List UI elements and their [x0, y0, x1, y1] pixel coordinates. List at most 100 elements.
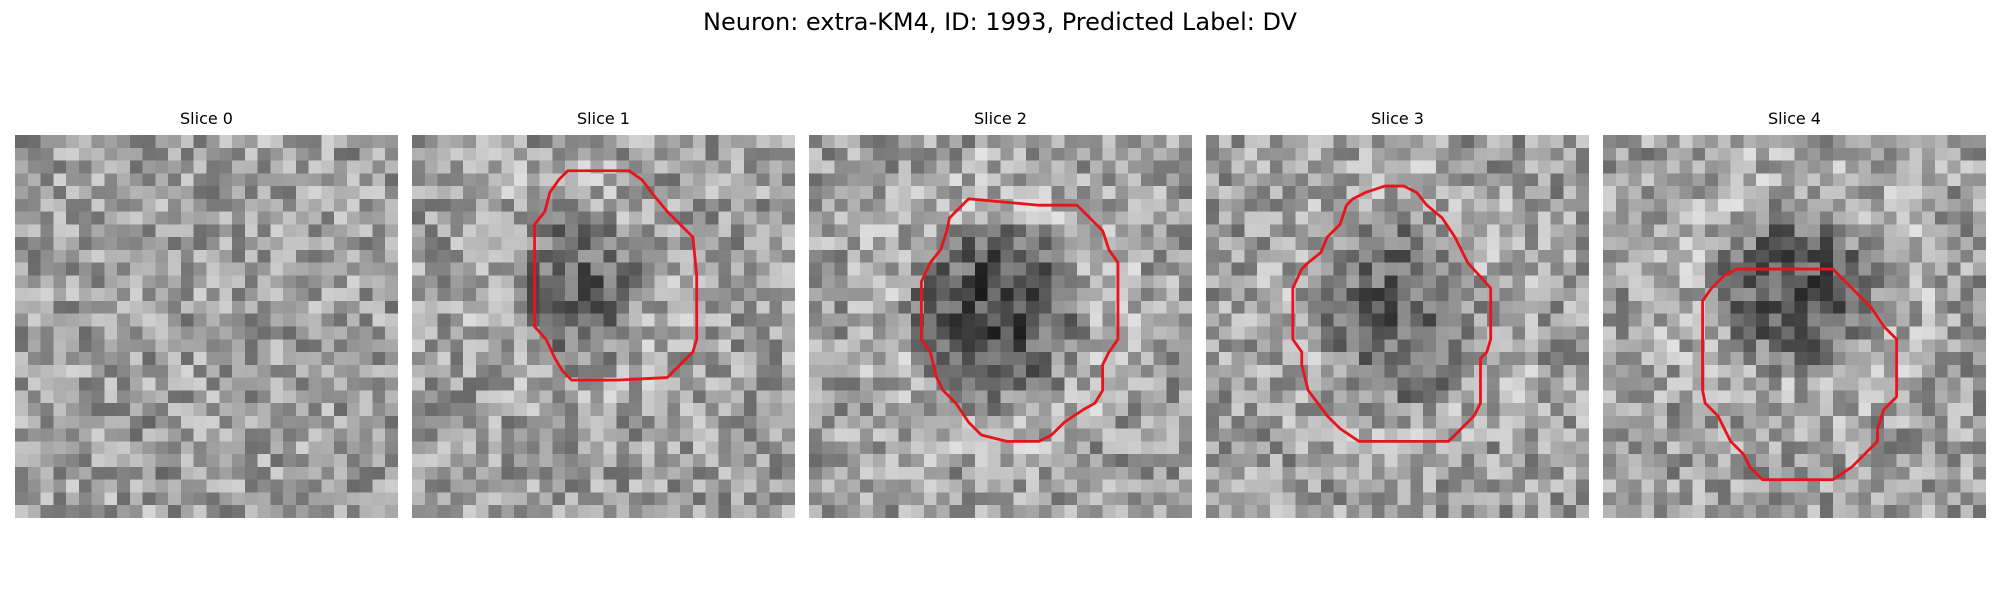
pixel	[1141, 352, 1154, 365]
pixel	[1141, 173, 1154, 186]
pixel	[1616, 263, 1629, 276]
pixel	[15, 429, 28, 442]
pixel	[898, 186, 911, 199]
pixel	[731, 314, 744, 327]
pixel	[1090, 250, 1103, 263]
pixel	[693, 429, 706, 442]
pixel	[1052, 237, 1065, 250]
pixel	[425, 467, 438, 480]
pixel	[718, 301, 731, 314]
pixel	[1603, 224, 1616, 237]
pixel	[321, 148, 334, 161]
pixel	[321, 429, 334, 442]
pixel	[1487, 403, 1500, 416]
pixel	[283, 161, 296, 174]
pixel	[309, 327, 322, 340]
pixel	[372, 314, 385, 327]
pixel	[28, 505, 41, 518]
pixel	[168, 480, 181, 493]
pixel	[258, 161, 271, 174]
pixel	[1833, 224, 1846, 237]
pixel	[1001, 186, 1014, 199]
pixel	[731, 390, 744, 403]
pixel	[194, 161, 207, 174]
pixel	[1103, 301, 1116, 314]
pixel	[1270, 237, 1283, 250]
pixel	[41, 365, 54, 378]
pixel	[1257, 378, 1270, 391]
pixel	[1128, 301, 1141, 314]
pixel	[1705, 250, 1718, 263]
pixel	[693, 365, 706, 378]
pixel	[886, 441, 899, 454]
pixel	[782, 161, 795, 174]
pixel	[438, 314, 451, 327]
pixel	[1090, 365, 1103, 378]
pixel	[1385, 301, 1398, 314]
pixel	[667, 250, 680, 263]
pixel	[360, 288, 373, 301]
pixel	[975, 288, 988, 301]
pixel	[1525, 454, 1538, 467]
pixel	[1973, 250, 1986, 263]
pixel	[168, 416, 181, 429]
pixel	[1705, 224, 1718, 237]
pixel	[1973, 161, 1986, 174]
pixel	[1563, 403, 1576, 416]
pixel	[1321, 161, 1334, 174]
pixel	[1410, 327, 1423, 340]
pixel	[1563, 161, 1576, 174]
pixel	[1039, 250, 1052, 263]
pixel	[219, 186, 232, 199]
pixel	[130, 390, 143, 403]
pixel	[527, 339, 540, 352]
pixel	[1769, 224, 1782, 237]
pixel	[53, 199, 66, 212]
pixel	[591, 492, 604, 505]
pixel	[591, 275, 604, 288]
pixel	[1756, 212, 1769, 225]
pixel	[1308, 429, 1321, 442]
pixel	[873, 378, 886, 391]
pixel	[1206, 135, 1219, 148]
pixel	[1128, 441, 1141, 454]
pixel	[489, 301, 502, 314]
pixel	[655, 212, 668, 225]
pixel	[1756, 301, 1769, 314]
pixel	[501, 454, 514, 467]
pixel	[1820, 441, 1833, 454]
pixel	[1960, 339, 1973, 352]
pixel	[1743, 429, 1756, 442]
pixel	[1359, 301, 1372, 314]
pixel	[937, 480, 950, 493]
pixel	[1166, 480, 1179, 493]
pixel	[757, 441, 770, 454]
pixel	[1039, 480, 1052, 493]
pixel	[1461, 467, 1474, 480]
pixel	[1436, 390, 1449, 403]
pixel	[1334, 454, 1347, 467]
pixel	[1257, 454, 1270, 467]
pixel	[1795, 365, 1808, 378]
pixel	[1551, 314, 1564, 327]
pixel	[1858, 212, 1871, 225]
pixel	[1423, 314, 1436, 327]
pixel	[1141, 161, 1154, 174]
pixel	[1846, 365, 1859, 378]
pixel	[706, 378, 719, 391]
pixel	[476, 454, 489, 467]
pixel	[809, 250, 822, 263]
pixel	[911, 161, 924, 174]
pixel	[1372, 288, 1385, 301]
pixel	[835, 199, 848, 212]
pixel	[245, 301, 258, 314]
pixel	[53, 454, 66, 467]
pixel	[1346, 314, 1359, 327]
pixel	[924, 301, 937, 314]
pixel	[1576, 480, 1589, 493]
pixel	[1500, 492, 1513, 505]
pixel	[552, 148, 565, 161]
pixel	[476, 480, 489, 493]
pixel	[1769, 403, 1782, 416]
pixel	[1474, 199, 1487, 212]
